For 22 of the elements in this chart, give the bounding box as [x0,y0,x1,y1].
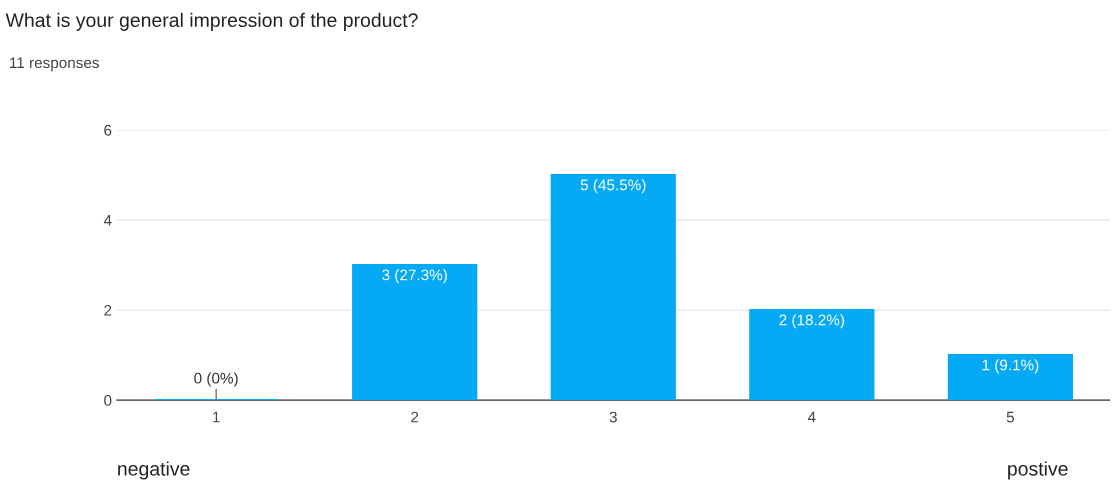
data-label: 2 (18.2%) [779,314,844,329]
x-tick-label: 4 [807,411,816,423]
y-tick-label: 6 [104,124,112,136]
x-tick-label: 5 [1006,411,1014,423]
bar [550,173,676,401]
data-label: 1 (9.1%) [982,359,1039,374]
data-label: 0 (0%) [194,372,238,387]
chart-subtitle: 11 responses [10,57,99,72]
chart-title: What is your general impression of the product? [5,12,418,31]
text: postive [1008,461,1068,480]
y-tick-label: 0 [104,394,112,406]
data-label: 5 (45.5%) [580,179,646,194]
y-tick-label: 2 [104,304,112,316]
x-tick-label: 3 [609,411,617,423]
bar [352,264,478,401]
y-tick-label: 4 [103,215,112,226]
x-tick-label: 1 [213,411,220,423]
data-label: 3 (27.3%) [382,269,447,284]
text: negative [118,461,190,480]
bar [749,309,875,401]
bar [947,354,1073,401]
x-tick-label: 2 [411,411,419,423]
